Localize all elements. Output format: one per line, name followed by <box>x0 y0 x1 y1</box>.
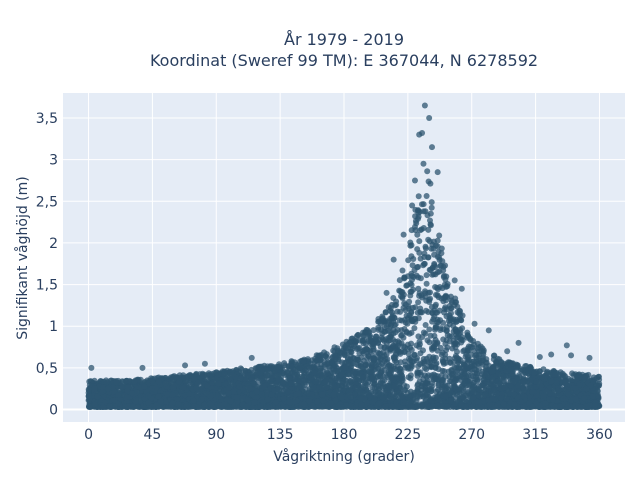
data-point <box>438 245 445 252</box>
data-point <box>356 344 363 351</box>
data-point <box>420 356 427 362</box>
data-point <box>420 208 427 215</box>
data-point <box>393 298 400 305</box>
data-point <box>422 243 429 250</box>
data-point <box>440 319 447 326</box>
data-point <box>447 359 453 366</box>
data-point <box>408 242 415 249</box>
data-point <box>448 310 454 317</box>
data-point <box>422 322 429 328</box>
data-point <box>441 272 448 279</box>
data-point <box>375 316 382 322</box>
data-point <box>428 199 435 206</box>
data-point <box>408 318 415 325</box>
data-point <box>425 226 432 233</box>
data-point <box>409 262 416 269</box>
data-point <box>427 222 434 229</box>
data-point <box>423 193 430 199</box>
data-point <box>412 304 419 311</box>
data-point <box>413 272 420 279</box>
data-point <box>399 295 406 301</box>
data-point <box>437 344 444 351</box>
data-point <box>415 333 422 340</box>
data-point <box>389 309 395 316</box>
data-point <box>396 317 403 324</box>
data-point <box>423 280 430 287</box>
data-point <box>474 378 481 385</box>
data-point <box>447 293 454 300</box>
data-point <box>427 217 433 224</box>
data-point <box>396 368 403 375</box>
data-point <box>416 290 423 297</box>
data-point <box>407 292 414 299</box>
data-point <box>425 178 432 185</box>
chart-title: År 1979 - 2019 <box>284 30 404 49</box>
data-point <box>420 347 426 354</box>
scatter-points <box>85 102 603 410</box>
data-point <box>467 377 474 384</box>
data-point <box>424 168 431 175</box>
data-point <box>427 396 433 403</box>
data-point <box>410 286 417 293</box>
data-point <box>440 336 447 343</box>
data-point <box>414 370 421 377</box>
data-point <box>415 285 422 292</box>
data-point <box>355 331 362 338</box>
data-point <box>412 227 419 234</box>
data-point <box>420 329 427 336</box>
data-point <box>411 325 418 332</box>
data-point <box>414 231 421 238</box>
data-point <box>444 332 451 339</box>
data-point <box>396 277 403 284</box>
data-point <box>434 309 440 316</box>
data-point <box>457 308 463 315</box>
data-point <box>412 213 419 220</box>
data-point <box>426 326 433 333</box>
data-point <box>416 238 423 245</box>
data-point <box>415 363 422 370</box>
data-point <box>443 324 450 331</box>
chart-subtitle: Koordinat (Sweref 99 TM): E 367044, N 62… <box>150 51 538 70</box>
data-point <box>407 375 414 382</box>
data-point <box>424 337 431 344</box>
data-point <box>439 376 446 383</box>
data-point <box>419 201 425 208</box>
data-point <box>408 270 415 277</box>
data-point <box>398 332 405 339</box>
data-point <box>423 272 430 279</box>
data-point <box>459 325 466 332</box>
data-point <box>436 232 443 239</box>
data-point <box>569 370 576 377</box>
data-point <box>334 345 341 352</box>
data-point <box>443 313 450 320</box>
data-point <box>399 267 406 274</box>
